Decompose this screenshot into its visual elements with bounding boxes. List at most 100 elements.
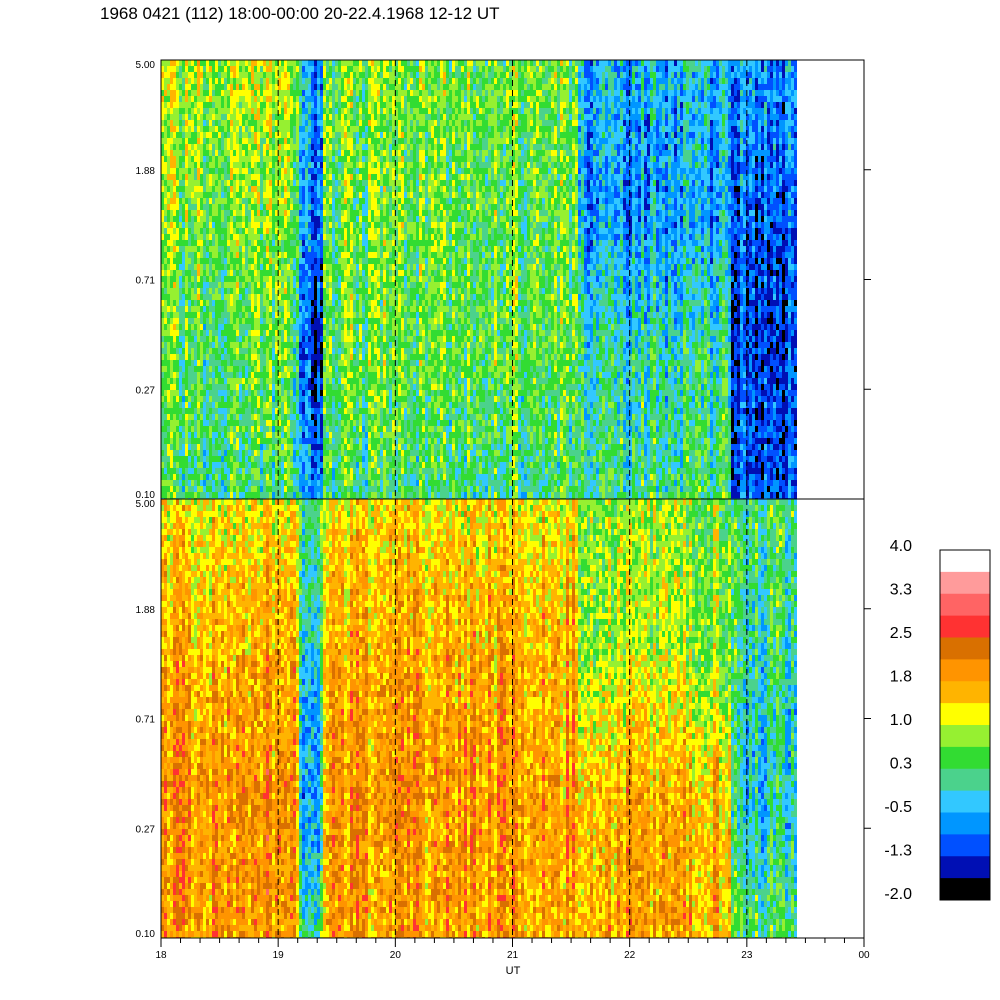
heatmap-cell: [293, 90, 296, 96]
heatmap-cell: [269, 270, 272, 276]
heatmap-cell: [254, 486, 257, 492]
heatmap-cell: [263, 492, 266, 498]
heatmap-cell: [200, 276, 203, 282]
heatmap-cell: [287, 234, 290, 240]
heatmap-cell: [197, 144, 200, 150]
heatmap-cell: [236, 132, 239, 138]
heatmap-cell: [362, 264, 365, 270]
heatmap-cell: [194, 114, 197, 120]
heatmap-cell: [284, 480, 287, 486]
heatmap-cell: [257, 444, 260, 450]
heatmap-cell: [329, 120, 332, 126]
heatmap-cell: [344, 192, 347, 198]
heatmap-cell: [338, 96, 341, 102]
heatmap-cell: [335, 120, 338, 126]
heatmap-cell: [344, 270, 347, 276]
heatmap-cell: [317, 96, 320, 102]
heatmap-cell: [347, 408, 350, 414]
heatmap-cell: [356, 90, 359, 96]
panels-layer: 5.001.880.710.270.105.001.880.710.270.10: [136, 59, 871, 940]
heatmap-cell: [167, 270, 170, 276]
heatmap-cell: [233, 204, 236, 210]
heatmap-cell: [275, 78, 278, 84]
heatmap-cell: [167, 234, 170, 240]
heatmap-cell: [284, 282, 287, 288]
heatmap-cell: [353, 336, 356, 342]
heatmap-cell: [191, 192, 194, 198]
heatmap-cell: [203, 90, 206, 96]
heatmap-cell: [194, 372, 197, 378]
heatmap-cell: [242, 324, 245, 330]
heatmap-cell: [164, 264, 167, 270]
heatmap-cell: [173, 372, 176, 378]
heatmap-cell: [314, 246, 317, 252]
heatmap-cell: [224, 108, 227, 114]
heatmap-cell: [185, 204, 188, 210]
heatmap-cell: [281, 438, 284, 444]
heatmap-cell: [329, 312, 332, 318]
heatmap-cell: [176, 270, 179, 276]
heatmap-cell: [290, 438, 293, 444]
heatmap-cell: [308, 438, 311, 444]
heatmap-cell: [278, 456, 281, 462]
heatmap-cell: [215, 462, 218, 468]
heatmap-cell: [173, 456, 176, 462]
heatmap-cell: [206, 108, 209, 114]
heatmap-cell: [230, 396, 233, 402]
heatmap-cell: [347, 414, 350, 420]
heatmap-cell: [221, 186, 224, 192]
heatmap-cell: [314, 372, 317, 378]
heatmap-cell: [341, 174, 344, 180]
heatmap-cell: [242, 66, 245, 72]
heatmap-cell: [290, 342, 293, 348]
heatmap-cell: [338, 360, 341, 366]
heatmap-cell: [251, 366, 254, 372]
heatmap-cell: [323, 282, 326, 288]
heatmap-cell: [203, 360, 206, 366]
heatmap-cell: [320, 480, 323, 486]
heatmap-cell: [356, 210, 359, 216]
heatmap-cell: [353, 432, 356, 438]
heatmap-cell: [254, 330, 257, 336]
heatmap-cell: [332, 432, 335, 438]
heatmap-cell: [338, 300, 341, 306]
heatmap-cell: [212, 408, 215, 414]
heatmap-cell: [263, 396, 266, 402]
heatmap-cell: [245, 282, 248, 288]
heatmap-cell: [266, 450, 269, 456]
heatmap-cell: [218, 300, 221, 306]
heatmap-cell: [224, 246, 227, 252]
heatmap-cell: [359, 120, 362, 126]
heatmap-cell: [170, 354, 173, 360]
heatmap-cell: [350, 354, 353, 360]
heatmap-cell: [305, 78, 308, 84]
heatmap-cell: [194, 366, 197, 372]
heatmap-cell: [236, 330, 239, 336]
heatmap-cell: [179, 384, 182, 390]
heatmap-cell: [344, 60, 347, 66]
heatmap-cell: [257, 198, 260, 204]
heatmap-cell: [260, 462, 263, 468]
heatmap-cell: [230, 120, 233, 126]
heatmap-cell: [248, 144, 251, 150]
heatmap-cell: [215, 132, 218, 138]
heatmap-cell: [281, 66, 284, 72]
heatmap-cell: [209, 180, 212, 186]
heatmap-cell: [308, 372, 311, 378]
heatmap-cell: [248, 264, 251, 270]
heatmap-cell: [200, 162, 203, 168]
heatmap-cell: [314, 264, 317, 270]
heatmap-cell: [257, 354, 260, 360]
heatmap-cell: [335, 246, 338, 252]
heatmap-cell: [182, 444, 185, 450]
heatmap-cell: [218, 378, 221, 384]
heatmap-cell: [224, 330, 227, 336]
heatmap-cell: [254, 414, 257, 420]
heatmap-cell: [170, 468, 173, 474]
heatmap-cell: [239, 396, 242, 402]
heatmap-cell: [242, 306, 245, 312]
heatmap-cell: [275, 276, 278, 282]
heatmap-cell: [299, 60, 302, 66]
heatmap-cell: [236, 468, 239, 474]
heatmap-cell: [173, 222, 176, 228]
